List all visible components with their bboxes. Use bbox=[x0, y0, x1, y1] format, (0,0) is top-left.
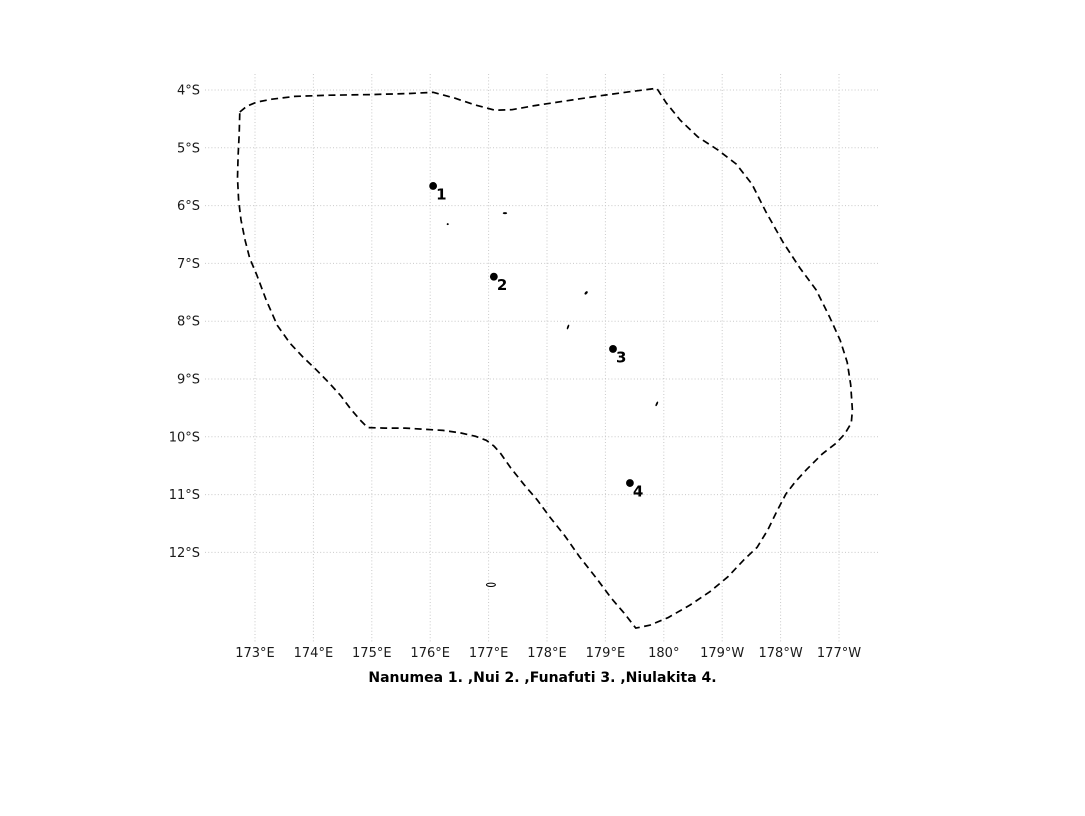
point-number-label-nanumea: 1 bbox=[436, 185, 446, 203]
x-tick-label: 179°E bbox=[586, 646, 626, 661]
y-tick-label: 10°S bbox=[169, 430, 200, 445]
islet-a-mark bbox=[502, 212, 508, 215]
point-number-label-funafuti: 3 bbox=[616, 348, 626, 366]
y-tick-label: 12°S bbox=[169, 546, 200, 561]
point-markers-layer: 1 2 3 4 bbox=[429, 182, 643, 501]
islet-d-mark bbox=[566, 324, 570, 330]
islet-f-mark bbox=[485, 582, 496, 587]
figure-caption: Nanumea 1. ,Nui 2. ,Funafuti 3. ,Niulaki… bbox=[368, 670, 717, 686]
x-tick-label: 179°W bbox=[700, 646, 744, 661]
islet-marks-layer bbox=[446, 212, 659, 587]
y-tick-label: 6°S bbox=[177, 199, 200, 214]
x-tick-label: 173°E bbox=[235, 646, 275, 661]
point-number-label-niulakita: 4 bbox=[633, 483, 643, 501]
eez-boundary-layer bbox=[236, 87, 854, 629]
y-tick-label: 8°S bbox=[177, 315, 200, 330]
y-axis-tick-labels: 4°S 5°S 6°S 7°S 8°S 9°S 10°S 11°S 12°S bbox=[169, 84, 200, 561]
y-tick-label: 5°S bbox=[177, 141, 200, 156]
y-tick-label: 7°S bbox=[177, 257, 200, 272]
x-tick-label: 178°E bbox=[527, 646, 567, 661]
eez-boundary-path bbox=[236, 87, 854, 629]
gridlines-layer bbox=[205, 74, 878, 643]
x-tick-label: 175°E bbox=[352, 646, 392, 661]
x-tick-label: 177°W bbox=[817, 646, 861, 661]
x-tick-label: 174°E bbox=[294, 646, 334, 661]
islet-e-mark bbox=[655, 401, 659, 407]
islet-b-mark bbox=[446, 223, 449, 226]
y-tick-label: 9°S bbox=[177, 373, 200, 388]
y-tick-label: 11°S bbox=[169, 488, 200, 503]
islet-c-mark bbox=[584, 291, 588, 295]
point-marker-nanumea bbox=[429, 182, 438, 190]
point-marker-nui bbox=[489, 272, 498, 281]
point-marker-funafuti bbox=[609, 345, 617, 353]
x-axis-tick-labels: 173°E 174°E 175°E 176°E 177°E 178°E 179°E 180° 1… bbox=[235, 646, 861, 661]
point-number-label-nui: 2 bbox=[497, 276, 507, 294]
point-marker-niulakita bbox=[626, 479, 634, 487]
x-tick-label: 180° bbox=[648, 646, 679, 661]
x-tick-label: 176°E bbox=[410, 646, 450, 661]
x-tick-label: 177°E bbox=[469, 646, 509, 661]
x-tick-label: 178°W bbox=[759, 646, 803, 661]
y-tick-label: 4°S bbox=[177, 84, 200, 99]
